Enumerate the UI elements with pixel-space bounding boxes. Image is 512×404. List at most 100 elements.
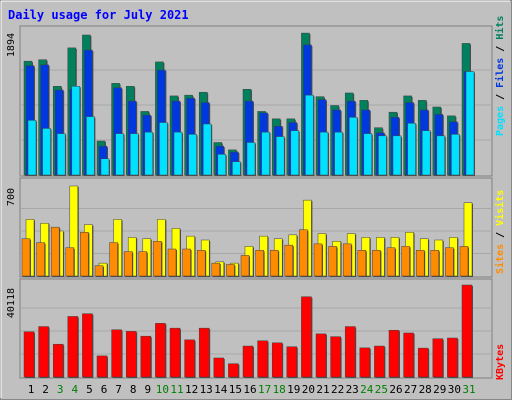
bar-kbytes-day-6: [96, 355, 108, 378]
bar-kbytes-day-2: [38, 326, 49, 378]
bar-kbytes-day-12: [184, 339, 195, 378]
x-tick-label: 8: [130, 383, 137, 396]
bar-kbytes-day-18: [271, 342, 283, 378]
bar-kbytes-day-17: [257, 340, 268, 378]
bar-kbytes-day-15: [228, 363, 239, 378]
y-tick-label: 700: [6, 188, 17, 206]
bar-kbytes-day-27: [403, 332, 414, 378]
bar-pages-day-20: [305, 94, 314, 176]
bar-pages-day-25: [378, 135, 387, 176]
x-tick-label: 1: [28, 383, 35, 396]
x-tick-label: 3: [57, 383, 64, 396]
bar-pages-day-1: [27, 120, 37, 176]
legend-entry-sites: Sites: [494, 244, 506, 274]
y-tick-label: 40118: [6, 288, 17, 318]
x-tick-label: 25: [375, 383, 388, 396]
bar-sites-day-1: [21, 238, 31, 277]
bar-pages-day-17: [261, 131, 270, 176]
bar-sites-day-10: [153, 241, 162, 277]
bar-kbytes-day-8: [125, 331, 137, 378]
x-tick-label: 23: [346, 383, 359, 396]
bar-kbytes-day-26: [388, 329, 400, 378]
x-tick-label: 5: [86, 383, 93, 396]
bar-kbytes-day-11: [169, 327, 181, 378]
bar-kbytes-day-21: [315, 333, 327, 378]
bar-sites-day-19: [284, 244, 294, 277]
bar-sites-day-13: [196, 250, 206, 277]
bar-pages-day-16: [246, 142, 256, 176]
x-tick-label: 28: [419, 383, 432, 396]
legend-1: Sites / Visits: [494, 190, 506, 274]
x-tick-label: 14: [214, 383, 228, 396]
bar-sites-day-21: [313, 243, 323, 277]
bar-kbytes-day-29: [432, 338, 444, 378]
x-tick-label: 9: [144, 383, 151, 396]
x-tick-label: 10: [156, 383, 169, 396]
bar-kbytes-day-7: [111, 329, 122, 378]
bar-pages-day-28: [421, 130, 431, 176]
legend-separator: /: [495, 226, 506, 244]
bar-sites-day-8: [123, 251, 133, 277]
bar-sites-day-2: [36, 242, 45, 277]
bar-sites-day-26: [386, 247, 396, 277]
bar-kbytes-day-22: [330, 336, 341, 378]
bar-pages-day-19: [290, 130, 300, 176]
y-tick-label: 1894: [6, 33, 17, 57]
bar-kbytes-day-23: [344, 326, 356, 378]
x-tick-label: 15: [229, 383, 242, 396]
chart-title: Daily usage for July 2021: [8, 8, 189, 22]
bar-sites-day-9: [138, 251, 148, 277]
x-tick-label: 29: [433, 383, 446, 396]
legend-separator: /: [495, 40, 506, 58]
bar-sites-day-17: [255, 250, 264, 277]
bar-kbytes-day-20: [301, 296, 312, 378]
bar-sites-day-6: [94, 265, 104, 277]
bar-pages-day-26: [392, 135, 402, 176]
bar-pages-day-13: [202, 123, 212, 176]
bar-pages-day-14: [217, 154, 227, 176]
x-tick-label: 16: [243, 383, 256, 396]
bar-pages-day-10: [159, 122, 168, 176]
bar-pages-day-30: [451, 134, 460, 176]
bar-pages-day-24: [363, 133, 373, 176]
bar-pages-day-2: [42, 128, 51, 176]
bar-pages-day-31: [465, 71, 475, 176]
bar-sites-day-24: [357, 250, 367, 277]
bar-kbytes-day-9: [140, 335, 152, 378]
bar-sites-day-28: [415, 250, 425, 277]
bar-kbytes-day-3: [52, 343, 64, 378]
bar-sites-day-23: [342, 243, 352, 277]
bar-kbytes-day-31: [461, 284, 473, 378]
x-tick-label: 6: [101, 383, 108, 396]
bar-kbytes-day-4: [67, 316, 79, 378]
bar-kbytes-day-13: [198, 327, 210, 378]
legend-entry-kbytes: KBytes: [495, 344, 506, 380]
x-tick-label: 11: [170, 383, 183, 396]
bar-sites-day-20: [299, 229, 308, 277]
bar-kbytes-day-25: [374, 345, 385, 378]
bar-sites-day-27: [401, 246, 410, 277]
legend-separator: /: [495, 88, 506, 106]
bar-sites-day-30: [445, 247, 454, 277]
bar-sites-day-5: [80, 232, 89, 277]
x-tick-label: 20: [302, 383, 315, 396]
bar-pages-day-21: [319, 131, 329, 176]
legend-2: KBytes: [495, 344, 506, 380]
bar-pages-day-5: [86, 116, 95, 176]
bar-pages-day-18: [275, 136, 285, 176]
bar-pages-day-22: [334, 131, 343, 176]
bar-sites-day-31: [459, 246, 469, 277]
x-tick-label: 7: [115, 383, 122, 396]
bar-sites-day-12: [182, 248, 191, 277]
legend-entry-pages: Pages: [495, 106, 506, 136]
bar-sites-day-3: [50, 226, 60, 277]
legend-entry-visits: Visits: [494, 190, 506, 226]
bar-sites-day-29: [430, 250, 440, 277]
x-tick-label: 19: [287, 383, 300, 396]
x-tick-label: 24: [360, 383, 374, 396]
x-tick-label: 31: [462, 383, 475, 396]
bar-sites-day-18: [269, 250, 279, 277]
bar-sites-day-4: [65, 247, 75, 277]
x-tick-label: 18: [273, 383, 286, 396]
x-tick-label: 2: [42, 383, 49, 396]
